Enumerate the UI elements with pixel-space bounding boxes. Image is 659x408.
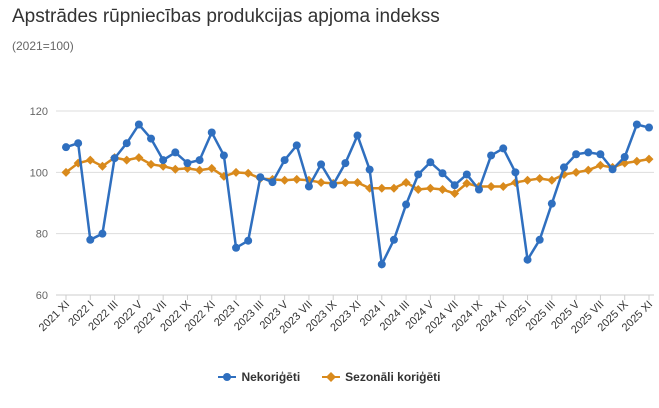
data-point — [134, 120, 143, 129]
data-point — [523, 175, 533, 185]
data-point — [243, 168, 253, 178]
data-point — [402, 200, 411, 209]
data-point — [632, 156, 642, 166]
data-point — [62, 143, 70, 152]
data-point — [207, 163, 217, 173]
data-point — [547, 175, 557, 185]
data-point — [86, 235, 95, 244]
data-point — [645, 123, 653, 132]
data-point — [195, 156, 204, 165]
data-point — [317, 160, 326, 169]
data-point — [268, 178, 277, 187]
data-point — [389, 235, 398, 244]
data-point — [122, 139, 131, 148]
data-point — [596, 150, 605, 159]
data-point — [474, 185, 483, 194]
y-tick-label: 60 — [36, 290, 48, 302]
data-point — [572, 150, 581, 159]
data-point — [353, 177, 362, 187]
data-point — [219, 151, 228, 160]
data-point — [438, 185, 448, 195]
data-point — [147, 134, 156, 143]
data-point — [511, 168, 520, 177]
data-point — [487, 151, 496, 160]
y-tick-label: 100 — [30, 167, 48, 179]
legend-item-sezonali-korigeti[interactable]: Sezonāli koriģēti — [322, 370, 441, 384]
data-point — [304, 182, 313, 191]
data-point — [571, 167, 581, 177]
data-point — [462, 170, 471, 179]
data-point — [256, 173, 265, 182]
data-point — [413, 185, 423, 195]
legend: Nekoriģēti Sezonāli koriģēti — [0, 370, 659, 384]
data-point — [547, 199, 556, 208]
data-point — [183, 159, 192, 168]
data-point — [158, 161, 168, 171]
x-tick-label: 2021 XI — [37, 299, 72, 334]
data-point — [450, 188, 460, 198]
data-point — [280, 156, 289, 165]
chart-title: Apstrādes rūpniecības produkcijas apjoma… — [12, 6, 440, 27]
y-tick-label: 80 — [36, 229, 48, 241]
data-point — [583, 165, 593, 175]
data-point — [316, 177, 326, 187]
data-point — [171, 148, 180, 157]
data-point — [377, 260, 386, 269]
data-point — [231, 167, 241, 177]
data-point — [170, 164, 180, 174]
data-point — [292, 174, 302, 184]
data-point — [341, 159, 350, 168]
data-point — [425, 183, 435, 193]
data-point — [426, 158, 435, 167]
data-point — [499, 144, 508, 153]
data-point — [535, 173, 545, 183]
data-point — [559, 163, 568, 172]
data-point — [462, 178, 472, 188]
data-point — [292, 141, 301, 150]
data-point — [122, 155, 132, 165]
data-point — [232, 243, 241, 252]
data-point — [414, 170, 423, 179]
legend-label: Nekoriģēti — [241, 370, 301, 384]
data-point — [595, 160, 605, 170]
series-line — [65, 122, 650, 269]
data-point — [85, 155, 95, 165]
y-tick-label: 120 — [30, 106, 48, 118]
data-point — [365, 165, 374, 174]
data-point — [401, 177, 411, 187]
data-point — [486, 181, 496, 191]
data-point — [134, 153, 144, 163]
data-point — [353, 131, 362, 140]
data-point — [98, 229, 107, 238]
data-point — [159, 156, 168, 165]
chart-subtitle: (2021=100) — [12, 39, 74, 53]
data-point — [61, 167, 71, 177]
data-point — [523, 255, 532, 264]
data-point — [608, 165, 617, 174]
data-point — [207, 128, 216, 137]
data-point — [340, 177, 350, 187]
data-point — [195, 165, 205, 175]
data-point — [377, 183, 387, 193]
data-point — [389, 183, 399, 193]
data-point — [97, 161, 107, 171]
data-point — [584, 148, 593, 157]
data-point — [620, 153, 629, 161]
data-point — [74, 139, 83, 148]
legend-item-nekorigeti[interactable]: Nekoriģēti — [218, 370, 300, 384]
data-point — [280, 175, 290, 185]
data-point — [644, 154, 654, 164]
data-point — [438, 169, 447, 178]
data-point — [110, 154, 119, 163]
data-point — [498, 181, 508, 191]
data-point — [450, 181, 459, 190]
data-point — [244, 236, 253, 245]
data-point — [632, 120, 641, 129]
data-point — [329, 180, 338, 189]
data-point — [146, 159, 156, 169]
legend-label: Sezonāli koriģēti — [345, 370, 441, 384]
data-point — [535, 235, 544, 244]
